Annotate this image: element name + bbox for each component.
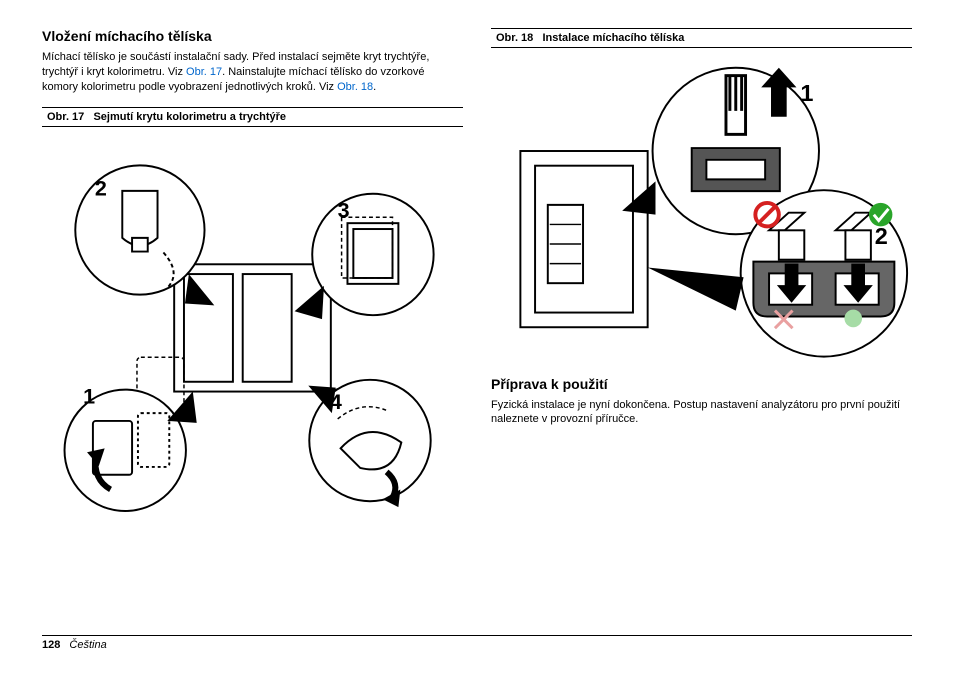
figref-17-link[interactable]: Obr. 17 [186,66,222,78]
figref-18-link[interactable]: Obr. 18 [337,81,373,93]
right-heading: Příprava k použití [491,376,912,392]
left-paragraph: Míchací tělísko je součástí instalační s… [42,50,463,95]
page-columns: Vložení míchacího tělíska Míchací tělísk… [42,28,912,528]
figure-17-step-1: 1 [83,384,95,408]
figure-18-label: Obr. 18 [491,32,533,44]
figure-17-step-4: 4 [330,390,342,414]
figure-18-diagram: 1 2 [491,58,912,362]
figure-17-diagram: 1 2 3 4 [42,137,463,529]
figure-17-step-3: 3 [338,198,350,222]
page-number: 128 [42,639,60,651]
figure-17-caption: Sejmutí krytu kolorimetru a trychtýře [93,111,286,123]
figure-17-label: Obr. 17 [42,111,84,123]
figure-18-step-2: 2 [875,223,888,249]
figure-17-step-2: 2 [95,176,107,200]
left-heading: Vložení míchacího tělíska [42,28,463,44]
right-paragraph: Fyzická instalace je nyní dokončena. Pos… [491,398,912,428]
figure-17-title: Obr. 17 Sejmutí krytu kolorimetru a tryc… [42,107,463,127]
right-column: Obr. 18 Instalace míchacího tělíska [491,28,912,528]
figure-18-step-1: 1 [800,80,813,106]
figure-18-title: Obr. 18 Instalace míchacího tělíska [491,28,912,48]
page-language: Čeština [69,639,106,651]
left-column: Vložení míchacího tělíska Míchací tělísk… [42,28,463,528]
page-footer: 128 Čeština [42,635,912,651]
prohibit-icon [755,203,778,226]
figure-18-caption: Instalace míchacího tělíska [542,32,684,44]
left-para-part3: . [373,81,376,93]
